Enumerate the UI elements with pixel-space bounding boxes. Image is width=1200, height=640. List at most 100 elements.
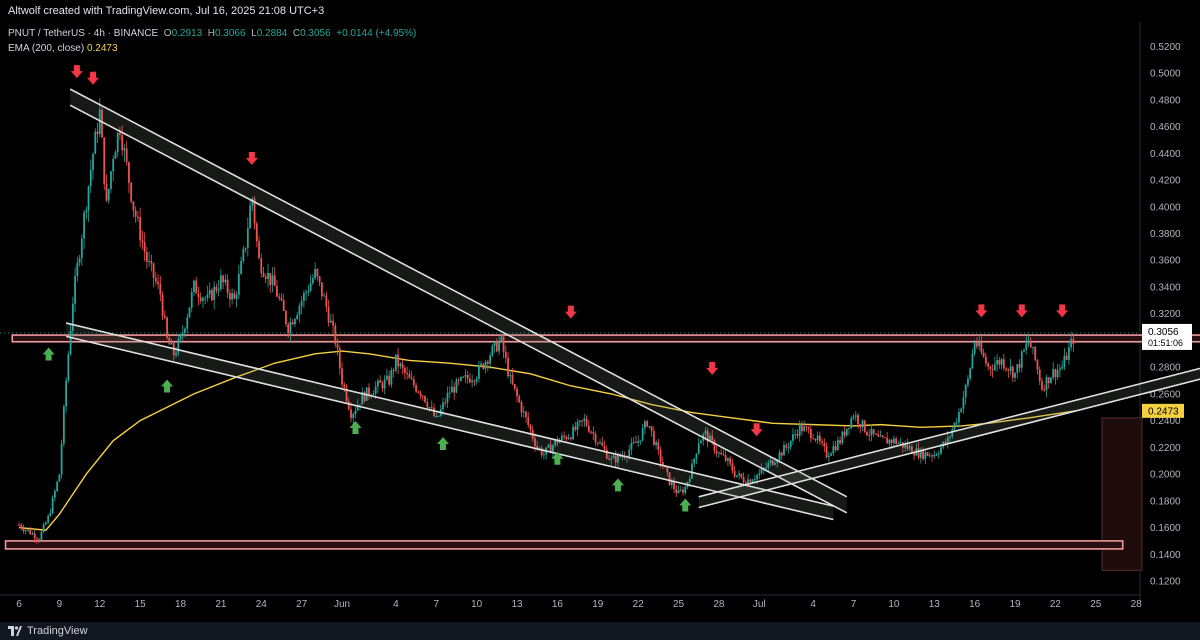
candle — [237, 273, 240, 295]
candle — [76, 262, 79, 277]
candle — [417, 391, 420, 393]
candle — [428, 407, 431, 409]
candle — [953, 422, 956, 430]
candle — [462, 376, 465, 378]
candle — [639, 440, 642, 442]
candle — [242, 249, 245, 261]
candle — [973, 342, 976, 354]
candle — [136, 216, 139, 218]
candle — [345, 387, 348, 402]
time-tick-label: 27 — [296, 599, 308, 610]
candle — [789, 440, 792, 448]
candle — [592, 432, 595, 434]
candle — [859, 424, 862, 428]
candle — [908, 446, 911, 449]
candle — [628, 449, 631, 457]
time-tick-label: 19 — [592, 599, 604, 610]
brand-label: TradingView — [27, 625, 88, 637]
candle — [208, 290, 211, 295]
candle — [491, 345, 494, 356]
candle — [830, 453, 832, 456]
arrow-down-icon — [706, 361, 719, 375]
time-tick-label: 28 — [1131, 599, 1143, 610]
candle — [960, 408, 963, 413]
candle — [958, 412, 960, 423]
candle — [520, 401, 523, 413]
candle — [756, 475, 758, 480]
candle — [587, 425, 590, 432]
time-tick-label: 4 — [810, 599, 816, 610]
candle — [614, 455, 617, 463]
trendline-2-1 — [698, 378, 1200, 509]
candle — [361, 392, 364, 405]
candle — [700, 440, 702, 444]
candle — [807, 427, 810, 430]
candle — [408, 373, 411, 379]
candle — [170, 343, 173, 345]
candle — [368, 387, 370, 396]
candle — [919, 449, 922, 458]
time-tick-label: 16 — [969, 599, 981, 610]
candle — [249, 205, 251, 229]
candle — [235, 294, 238, 299]
candle — [80, 238, 83, 259]
candle — [397, 354, 400, 367]
candle — [709, 435, 711, 442]
price-tick-label: 0.1400 — [1150, 550, 1181, 561]
candle — [816, 435, 819, 441]
time-tick-label: 12 — [94, 599, 106, 610]
candle — [320, 282, 323, 297]
price-tick-label: 0.4200 — [1150, 176, 1181, 187]
countdown-label: 01:51:06 — [1148, 338, 1183, 348]
candle — [875, 433, 877, 435]
ema-label[interactable]: EMA (200, close) — [8, 43, 85, 54]
candle — [262, 273, 265, 277]
candle — [993, 364, 996, 370]
candle — [1052, 369, 1055, 378]
candle — [62, 406, 65, 444]
candle — [751, 480, 754, 483]
price-tick-label: 0.5000 — [1150, 69, 1181, 80]
candle — [682, 489, 684, 493]
candle — [442, 402, 444, 410]
low-value: 0.2884 — [256, 28, 288, 39]
candle — [150, 261, 153, 264]
candle — [854, 415, 857, 417]
candle — [415, 385, 417, 392]
candle — [576, 421, 579, 430]
candle — [464, 375, 467, 377]
candle — [473, 380, 476, 382]
candle — [583, 418, 586, 421]
arrow-up-icon — [161, 379, 174, 393]
candle — [71, 303, 74, 331]
candle — [435, 416, 438, 418]
candle — [1029, 340, 1032, 348]
candle — [657, 442, 660, 450]
candle — [305, 291, 308, 294]
candle — [334, 325, 337, 345]
candle — [774, 462, 776, 465]
candle — [1034, 347, 1037, 361]
candle — [529, 425, 532, 430]
candle — [141, 240, 144, 243]
candle — [935, 454, 938, 456]
candle — [379, 380, 382, 383]
candle — [1059, 368, 1061, 371]
candle — [419, 392, 422, 396]
candle — [359, 404, 361, 406]
candle — [991, 368, 994, 370]
symbol-name[interactable]: PNUT / TetherUS · 4h · BINANCE — [8, 28, 159, 39]
candle — [177, 339, 180, 353]
candle — [471, 380, 474, 383]
candle — [922, 449, 924, 460]
candle — [787, 447, 790, 449]
candle — [67, 354, 70, 381]
candle — [24, 529, 27, 531]
candle — [74, 276, 76, 304]
price-tick-label: 0.2000 — [1150, 470, 1181, 481]
candle — [280, 298, 283, 301]
candle — [94, 131, 97, 154]
candle — [92, 153, 94, 171]
candle — [352, 413, 355, 419]
